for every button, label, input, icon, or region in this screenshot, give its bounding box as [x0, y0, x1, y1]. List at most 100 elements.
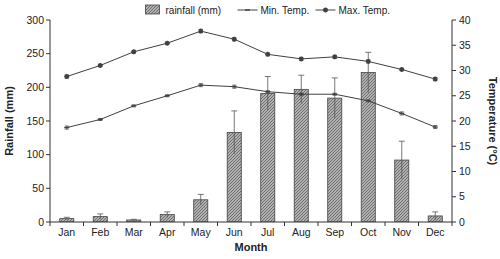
- y2-tick-label: 15: [459, 140, 471, 152]
- x-tick-label: Jan: [58, 226, 75, 238]
- error-bar: [433, 78, 437, 81]
- marker: [399, 67, 404, 72]
- y2-tick: [452, 95, 456, 96]
- x-tick: [284, 222, 285, 226]
- error-bar: [231, 111, 237, 154]
- error-bar: [266, 91, 270, 93]
- error-stem: [401, 141, 402, 179]
- y2-tick-label: 30: [459, 64, 471, 76]
- x-tick-label: Aug: [292, 226, 311, 238]
- error-stem: [66, 217, 67, 220]
- error-bar: [132, 105, 136, 107]
- y2-tick-label: 5: [459, 190, 465, 202]
- x-tick-label: Mar: [125, 226, 144, 238]
- error-cap: [265, 76, 271, 77]
- marker: [64, 74, 69, 79]
- x-tick-label: Sep: [325, 226, 344, 238]
- marker: [98, 63, 103, 68]
- y2-tick: [452, 20, 456, 21]
- bar: [261, 93, 275, 222]
- error-bar: [64, 217, 70, 220]
- y-tick-label: 300: [26, 14, 44, 26]
- error-stem: [167, 212, 168, 217]
- y2-axis-title: Temperature (°C): [487, 77, 499, 166]
- x-tick-label: Oct: [360, 226, 376, 238]
- error-stem: [435, 212, 436, 220]
- error-stem: [234, 111, 235, 154]
- error-bar: [399, 141, 405, 179]
- error-bar: [298, 75, 304, 103]
- marker: [299, 56, 304, 61]
- y-tick: [46, 154, 50, 155]
- error-cap: [299, 95, 303, 96]
- y-tick-label: 50: [32, 182, 44, 194]
- marker: [433, 77, 438, 82]
- error-cap: [132, 106, 136, 107]
- marker: [265, 52, 270, 57]
- marker: [366, 59, 371, 64]
- marker: [165, 95, 170, 96]
- error-bar: [333, 93, 337, 95]
- error-cap: [165, 94, 169, 95]
- error-cap: [266, 90, 270, 91]
- error-bar: [400, 112, 404, 115]
- y2-tick-label: 10: [459, 165, 471, 177]
- marker: [64, 127, 69, 128]
- error-stem: [200, 194, 201, 205]
- x-tick: [251, 222, 252, 226]
- x-tick-label: May: [191, 226, 212, 238]
- marker: [433, 126, 438, 127]
- y-tick: [46, 121, 50, 122]
- error-bar: [433, 126, 437, 129]
- legend-label: rainfall (mm): [166, 5, 222, 16]
- error-bar: [265, 77, 271, 111]
- error-cap: [199, 86, 203, 87]
- line: [67, 31, 436, 79]
- error-cap: [266, 92, 270, 93]
- y2-tick: [452, 222, 456, 223]
- x-tick: [117, 222, 118, 226]
- error-stem: [368, 52, 369, 92]
- marker: [332, 94, 337, 95]
- x-axis-title: Month: [235, 241, 268, 253]
- y2-tick-label: 0: [459, 216, 465, 228]
- y-tick-label: 150: [26, 115, 44, 127]
- error-bar: [131, 219, 137, 220]
- marker: [232, 37, 237, 42]
- error-bar: [97, 214, 103, 219]
- marker: [265, 91, 270, 92]
- marker: [198, 84, 203, 85]
- y2-tick-label: 25: [459, 89, 471, 101]
- error-bar: [164, 212, 170, 217]
- marker: [98, 119, 103, 120]
- error-bar: [199, 30, 203, 33]
- y2-tick-label: 40: [459, 14, 471, 26]
- error-cap: [165, 96, 169, 97]
- error-bar: [65, 126, 69, 129]
- error-cap: [132, 104, 136, 105]
- error-bar: [198, 194, 204, 205]
- marker: [245, 9, 250, 10]
- y-tick-label: 250: [26, 47, 44, 59]
- legend: rainfall (mm)Min. Temp.Max. Temp.: [146, 5, 391, 16]
- x-tick: [184, 222, 185, 226]
- marker: [198, 29, 203, 34]
- y2-tick: [452, 70, 456, 71]
- error-cap: [299, 93, 303, 94]
- error-cap: [366, 101, 370, 102]
- y2-tick: [452, 171, 456, 172]
- y-tick: [46, 20, 50, 21]
- x-tick: [385, 222, 386, 226]
- marker: [332, 54, 337, 59]
- y2-tick: [452, 146, 456, 147]
- error-bar: [232, 85, 236, 88]
- error-cap: [98, 120, 102, 121]
- marker: [366, 100, 371, 101]
- error-bar: [332, 78, 338, 118]
- x-tick: [50, 222, 51, 226]
- x-tick: [83, 222, 84, 226]
- error-cap: [97, 213, 103, 214]
- error-bar: [365, 52, 371, 92]
- error-cap: [333, 93, 337, 94]
- marker: [165, 41, 170, 46]
